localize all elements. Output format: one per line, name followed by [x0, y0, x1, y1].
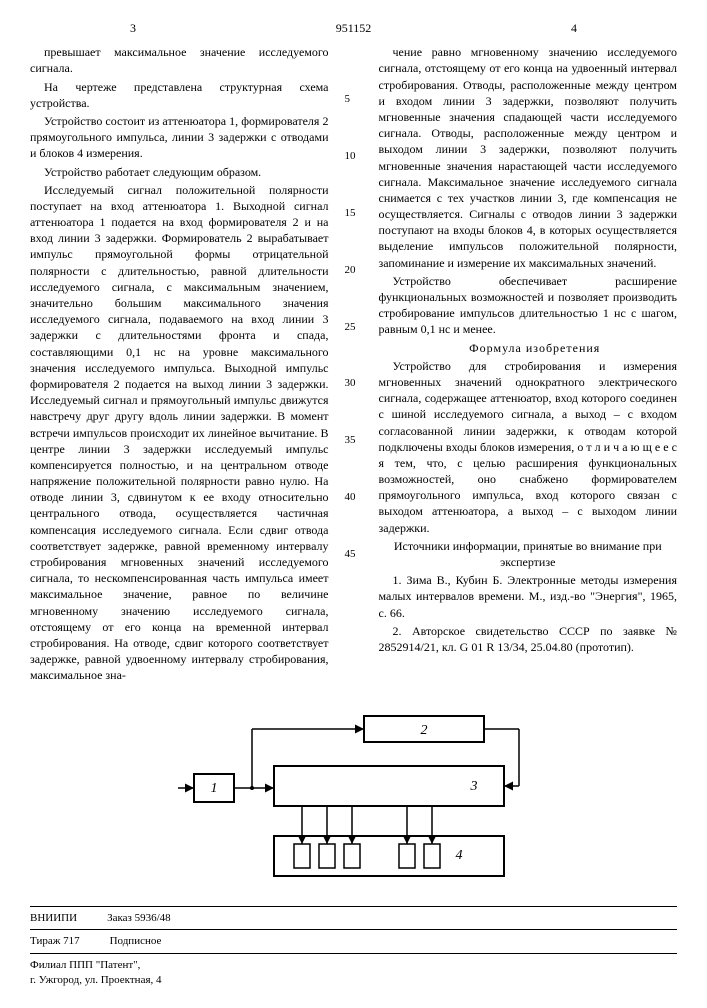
footer-org: ВНИИПИ: [30, 911, 77, 926]
line-marker: 40: [345, 490, 363, 505]
left-column: превышает максимальное значение исследуе…: [30, 44, 329, 685]
document-number: 951152: [336, 20, 372, 36]
line-marker: 25: [345, 320, 363, 335]
line-marker: 35: [345, 433, 363, 448]
line-marker: 20: [345, 263, 363, 278]
line-marker: 5: [345, 92, 363, 107]
line-marker: 15: [345, 206, 363, 221]
block-3: [274, 766, 504, 806]
sub-block: [344, 844, 360, 868]
line-number-gutter: 5 10 15 20 25 30 35 40 45: [345, 44, 363, 685]
sources-title: Источники информации, принятые во вниман…: [379, 538, 678, 570]
block-4: [274, 836, 504, 876]
paragraph: Устройство для стробирования и измерения…: [379, 358, 678, 536]
block-4-label: 4: [455, 848, 462, 863]
paragraph: Устройство обеспечивает расширение функц…: [379, 273, 678, 338]
block-1-label: 1: [210, 781, 217, 796]
sub-block: [424, 844, 440, 868]
paragraph: Исследуемый сигнал положительной полярно…: [30, 182, 329, 684]
footer-order: Заказ 5936/48: [107, 911, 171, 926]
page-number-left: 3: [130, 20, 136, 36]
line-marker: 30: [345, 376, 363, 391]
sub-block: [399, 844, 415, 868]
paragraph: На чертеже представлена структурная схем…: [30, 79, 329, 111]
page-number-right: 4: [571, 20, 577, 36]
block-3-label: 3: [469, 779, 477, 794]
paragraph: Устройство состоит из аттенюатора 1, фор…: [30, 113, 329, 162]
line-marker: 45: [345, 547, 363, 562]
line-marker: 10: [345, 149, 363, 164]
footer-tirazh: Тираж 717: [30, 934, 80, 949]
paragraph: 2. Авторское свидетельство СССР по заявк…: [379, 623, 678, 655]
text-columns: превышает максимальное значение исследуе…: [30, 44, 677, 685]
footer-filial: Филиал ППП "Патент",: [30, 958, 677, 973]
paragraph: превышает максимальное значение исследуе…: [30, 44, 329, 76]
footer-address: г. Ужгород, ул. Проектная, 4: [30, 973, 677, 988]
sub-block: [294, 844, 310, 868]
page-header: 3 951152 4: [30, 20, 677, 36]
formula-title: Формула изобретения: [379, 340, 678, 356]
footer-podpis: Подписное: [110, 934, 162, 949]
block-2-label: 2: [420, 723, 427, 738]
footer: ВНИИПИ Заказ 5936/48 Тираж 717 Подписное…: [30, 906, 677, 988]
paragraph: 1. Зима В., Кубин Б. Электронные методы …: [379, 572, 678, 621]
sub-block: [319, 844, 335, 868]
junction-dot: [250, 786, 254, 790]
circuit-diagram: 1 2 3 4: [174, 706, 534, 886]
paragraph: Устройство работает следующим образом.: [30, 164, 329, 180]
right-column: чение равно мгновенному значению исследу…: [379, 44, 678, 685]
paragraph: чение равно мгновенному значению исследу…: [379, 44, 678, 271]
